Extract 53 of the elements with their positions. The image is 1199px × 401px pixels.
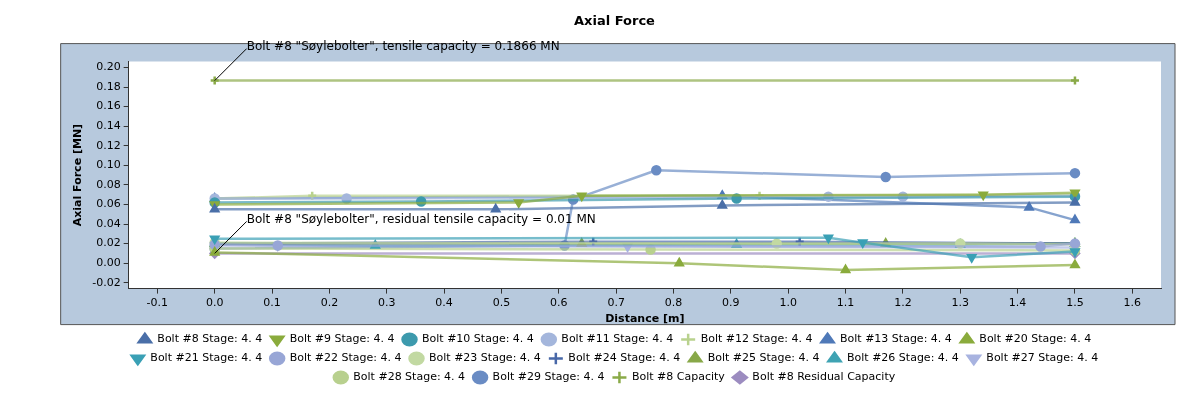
- legend-label: Bolt #28 Stage: 4. 4: [353, 370, 466, 384]
- legend-label: Bolt #13 Stage: 4. 4: [840, 332, 952, 346]
- annotation: Bolt #8 "Søylebolter", residual tensile capacity = 0.01 MN: [246, 211, 596, 226]
- x-tick-label: 0.1: [263, 296, 281, 310]
- y-tick-label: 0.14: [96, 119, 121, 133]
- y-tick-label: 0.18: [96, 79, 121, 93]
- x-tick-label: 0.7: [607, 296, 625, 310]
- x-tick-label: 0.4: [435, 296, 453, 310]
- annotation: Bolt #8 "Søylebolter", tensile capacity = 0.1866 MN: [246, 38, 560, 53]
- legend-label: Bolt #26 Stage: 4. 4: [847, 351, 959, 365]
- legend-label: Bolt #10 Stage: 4. 4: [422, 332, 534, 346]
- legend-label: Bolt #12 Stage: 4. 4: [700, 332, 813, 346]
- x-tick-label: 0.3: [378, 296, 396, 310]
- legend-label: Bolt #27 Stage: 4. 4: [986, 351, 1099, 365]
- x-tick-label: 0.8: [664, 296, 683, 310]
- y-tick-label: 0.00: [96, 256, 121, 270]
- legend-label: Bolt #8 Stage: 4. 4: [157, 332, 263, 346]
- x-tick-label: 1.2: [894, 296, 912, 310]
- y-tick-label: 0.02: [96, 236, 121, 250]
- y-tick-label: 0.12: [96, 138, 121, 152]
- y-tick-label: 0.10: [96, 158, 121, 172]
- y-axis-title: Axial Force [MN]: [71, 123, 85, 227]
- legend-label: Bolt #22 Stage: 4. 4: [289, 351, 402, 365]
- x-tick-label: 1.6: [1123, 296, 1142, 310]
- legend-label: Bolt #11 Stage: 4. 4: [561, 332, 674, 346]
- x-tick-label: 0.0: [205, 296, 224, 310]
- x-tick-label: 0.2: [320, 296, 339, 310]
- legend-label: Bolt #25 Stage: 4. 4: [707, 351, 820, 365]
- x-tick-label: 1.1: [836, 296, 855, 310]
- y-tick-label: 0.04: [96, 216, 121, 230]
- legend-label: Bolt #20 Stage: 4. 4: [979, 332, 1092, 346]
- x-tick-label: 0.5: [492, 296, 511, 310]
- x-tick-label: 1.0: [779, 296, 797, 310]
- x-tick-label: -0.1: [146, 296, 169, 310]
- y-tick-label: 0.20: [96, 60, 121, 74]
- x-tick-label: 1.3: [951, 296, 970, 310]
- x-axis-title: Distance [m]: [605, 312, 685, 326]
- y-tick-label: -0.02: [92, 275, 121, 289]
- legend-label: Bolt #29 Stage: 4. 4: [492, 370, 605, 384]
- legend-label: Bolt #21 Stage: 4. 4: [150, 351, 263, 365]
- legend-label: Bolt #8 Capacity: [631, 370, 726, 384]
- x-tick-label: 1.5: [1066, 296, 1084, 310]
- chart-title: Axial Force: [574, 13, 656, 29]
- legend-label: Bolt #9 Stage: 4. 4: [289, 332, 395, 346]
- legend-label: Bolt #8 Residual Capacity: [752, 370, 896, 384]
- x-tick-label: 0.6: [550, 296, 568, 310]
- y-tick-label: 0.08: [96, 177, 121, 191]
- legend-label: Bolt #24 Stage: 4. 4: [568, 351, 681, 365]
- legend-label: Bolt #23 Stage: 4. 4: [429, 351, 541, 365]
- x-tick-label: 1.4: [1008, 296, 1027, 310]
- y-tick-label: 0.16: [96, 99, 121, 113]
- x-tick-label: 0.9: [722, 296, 740, 310]
- y-tick-label: 0.06: [96, 197, 121, 211]
